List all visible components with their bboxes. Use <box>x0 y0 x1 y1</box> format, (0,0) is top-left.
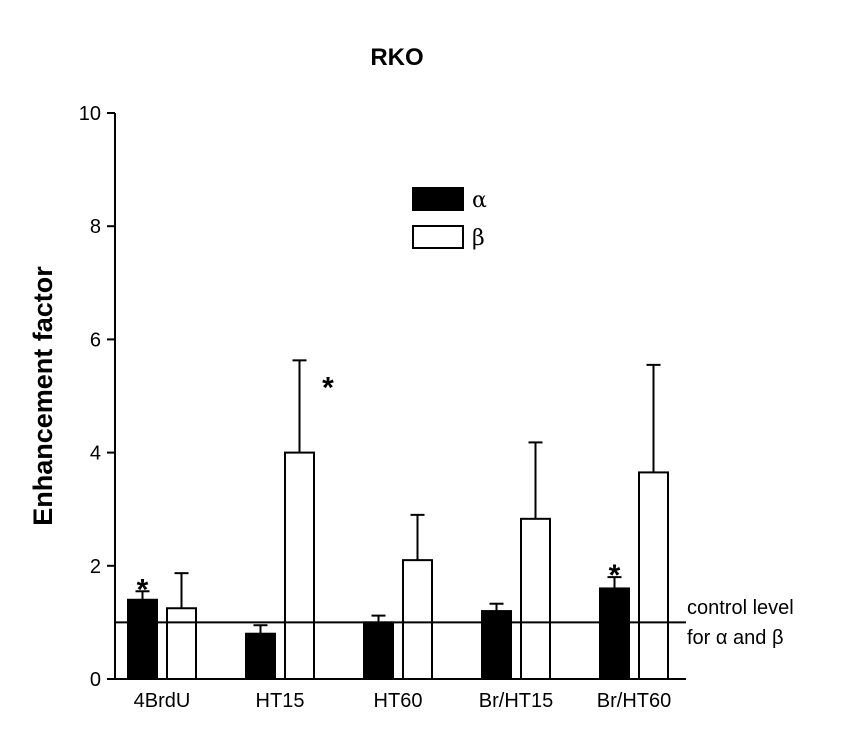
legend-label: β <box>472 226 485 251</box>
bar-beta <box>402 559 433 681</box>
bar-alpha <box>481 610 512 681</box>
y-tick-label: 4 <box>90 443 101 465</box>
y-tick-label: 0 <box>90 669 101 691</box>
x-category-label: Br/HT15 <box>479 690 553 712</box>
y-tick-label: 10 <box>79 103 101 125</box>
legend-swatch-beta <box>412 225 464 249</box>
control-level-label: for α and β <box>687 627 783 649</box>
x-category-label: Br/HT60 <box>597 690 671 712</box>
bar-alpha <box>245 632 276 680</box>
y-axis-label: Enhancement factor <box>28 266 58 526</box>
y-tick-label: 2 <box>90 556 101 578</box>
bar-beta <box>638 471 669 680</box>
x-category-label: 4BrdU <box>134 690 191 712</box>
x-category-label: HT15 <box>256 690 305 712</box>
bar-alpha <box>599 587 630 680</box>
control-level-label: control level <box>687 597 794 619</box>
bar-beta <box>284 451 315 680</box>
bar-alpha <box>127 598 158 681</box>
reference-line-group: control level for α and β <box>115 597 794 649</box>
chart-title: RKO <box>370 44 423 71</box>
x-category-label: HT60 <box>374 690 423 712</box>
significance-star: * <box>609 559 621 592</box>
significance-star: * <box>322 371 334 404</box>
bar-beta <box>166 607 197 680</box>
bars-group: * 4BrdU * HT15 HT60 Br/HT15 * Br/HT60 <box>127 359 671 712</box>
legend-swatch-alpha <box>412 187 464 211</box>
bar-beta <box>520 517 551 681</box>
legend-label: α <box>472 188 487 213</box>
y-tick-label: 8 <box>90 216 101 238</box>
legend: αβ <box>412 187 487 251</box>
y-tick-label: 6 <box>90 329 101 351</box>
axes: 0 2 4 6 8 10 <box>79 103 686 691</box>
significance-star: * <box>137 573 149 606</box>
bar-alpha <box>363 621 394 681</box>
